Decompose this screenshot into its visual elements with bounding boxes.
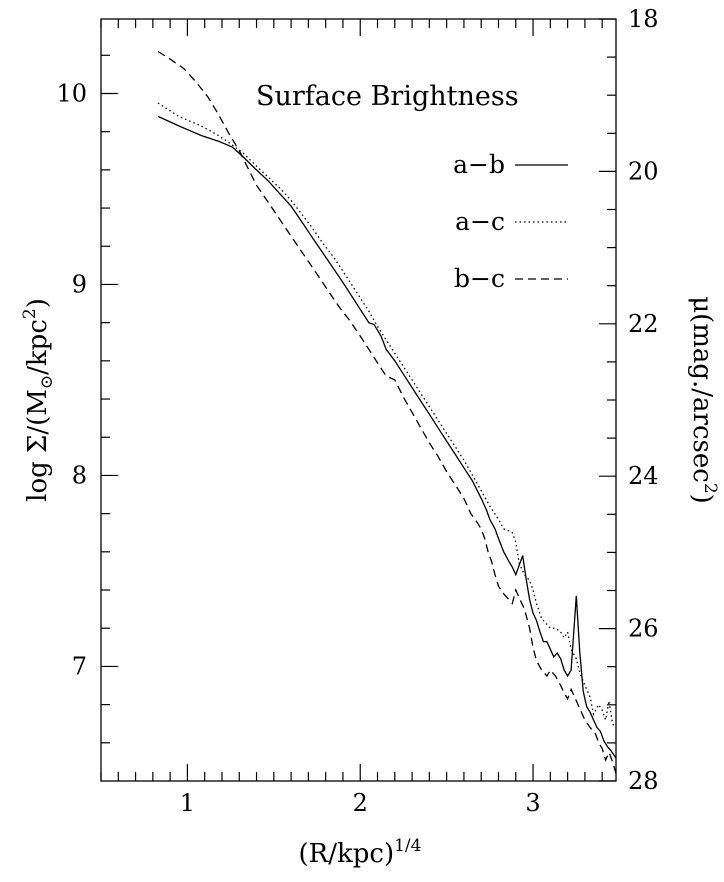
- y-right-label-exponent: 2: [700, 483, 720, 494]
- x-axis-label-main: (R/kpc): [299, 839, 395, 869]
- y-left-label-mid: /kpc: [23, 319, 53, 375]
- x-tick-label: 1: [180, 789, 195, 817]
- axis-ticks: [100, 18, 616, 782]
- legend: a−b a−c b−c: [453, 150, 568, 293]
- y-left-label-post: ): [23, 298, 53, 308]
- y-left-tick-label: 7: [72, 652, 87, 680]
- y-right-tick-label: 26: [628, 615, 659, 643]
- axis-tick-labels: 1 2 3 7 8 9 10 18 20 22 24 26 28: [56, 5, 658, 817]
- y-left-label-pre: log Σ/(M: [23, 389, 53, 502]
- y-right-tick-label: 18: [628, 5, 659, 33]
- y-left-tick-label: 9: [72, 270, 87, 298]
- series-line-dotted: [157, 102, 617, 728]
- y-right-tick-label: 22: [628, 310, 659, 338]
- legend-label-solid: a−b: [453, 150, 505, 179]
- y-axis-label-left: log Σ/(M⊙/kpc2): [20, 298, 57, 502]
- y-right-tick-label: 20: [628, 157, 659, 185]
- y-left-label-exponent: 2: [20, 308, 40, 319]
- x-axis-label: (R/kpc)1/4: [299, 836, 422, 869]
- series-line-dashed: [157, 50, 617, 774]
- x-axis-label-exponent: 1/4: [394, 836, 421, 856]
- y-left-label-sun-symbol: ⊙: [37, 375, 57, 389]
- y-right-tick-label: 24: [628, 462, 659, 490]
- y-right-label-pre: μ(mag./arcsec: [687, 296, 717, 483]
- x-tick-label: 3: [525, 789, 540, 817]
- plot-frame: [100, 18, 617, 782]
- y-axis-label-right: μ(mag./arcsec2): [687, 296, 720, 504]
- x-tick-label: 2: [353, 789, 368, 817]
- series-line-solid: [157, 115, 617, 759]
- legend-label-dotted: a−c: [455, 207, 505, 236]
- y-right-tick-label: 28: [628, 767, 659, 795]
- y-left-tick-label: 8: [72, 461, 87, 489]
- legend-label-dashed: b−c: [454, 264, 505, 293]
- y-left-tick-label: 10: [56, 79, 87, 107]
- chart-title: Surface Brightness: [256, 81, 519, 112]
- series-lines: [157, 50, 617, 774]
- y-right-label-post: ): [687, 494, 717, 504]
